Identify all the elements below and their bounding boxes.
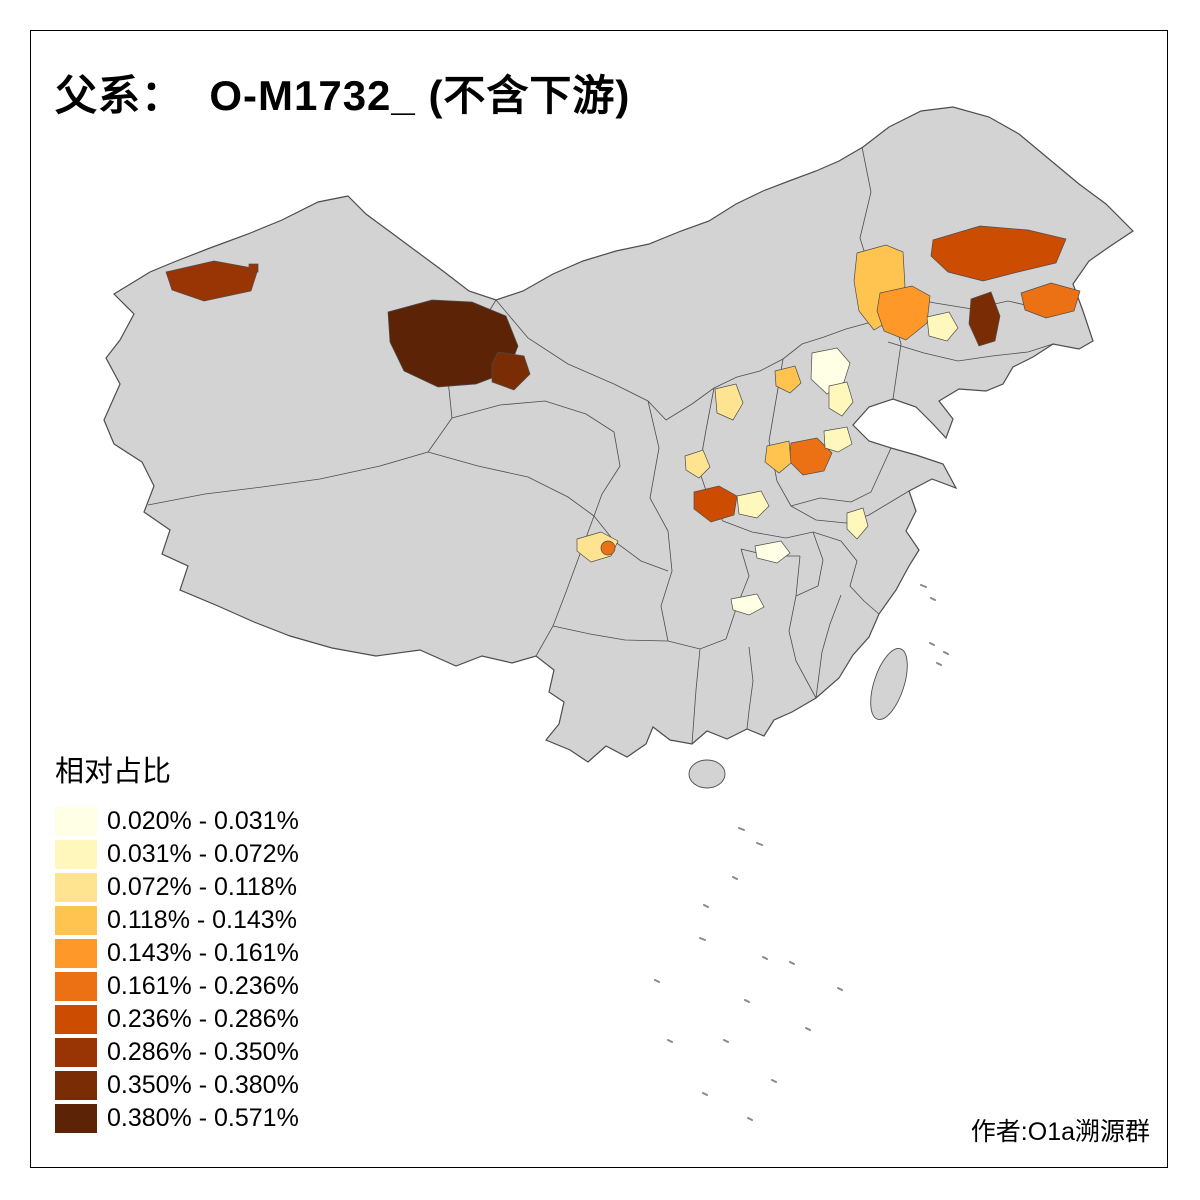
legend-swatch <box>55 938 97 968</box>
legend-label: 0.020% - 0.031% <box>107 807 299 835</box>
legend-swatch <box>55 1070 97 1100</box>
sea-islands <box>654 584 949 1121</box>
legend-label: 0.118% - 0.143% <box>107 906 297 934</box>
map-region <box>968 291 1001 347</box>
legend-swatch <box>55 839 97 869</box>
map-region <box>764 440 792 474</box>
map-region <box>1020 282 1081 319</box>
legend-row: 0.236% - 0.286% <box>55 1004 299 1034</box>
hainan-island <box>688 759 726 789</box>
map-region <box>684 449 711 479</box>
legend-label: 0.286% - 0.350% <box>107 1038 299 1066</box>
legend-row: 0.118% - 0.143% <box>55 905 299 935</box>
map-region <box>823 426 853 453</box>
map-region <box>693 485 738 523</box>
legend-label: 0.143% - 0.161% <box>107 939 299 967</box>
map-region <box>930 225 1067 282</box>
map-region <box>491 351 531 391</box>
page-title: 父系： O-M1732_ (不含下游) <box>55 72 631 119</box>
legend-label: 0.031% - 0.072% <box>107 840 299 868</box>
map-outline <box>103 106 1134 763</box>
credit-text: 作者:O1a溯源群 <box>970 1118 1150 1146</box>
legend-row: 0.143% - 0.161% <box>55 938 299 968</box>
taiwan-island <box>870 648 908 720</box>
legend-row: 0.350% - 0.380% <box>55 1070 299 1100</box>
map-region <box>248 263 259 273</box>
legend-label: 0.380% - 0.571% <box>107 1104 299 1132</box>
legend-row: 0.031% - 0.072% <box>55 839 299 869</box>
legend-row: 0.380% - 0.571% <box>55 1103 299 1133</box>
legend-swatch <box>55 905 97 935</box>
legend-row: 0.161% - 0.236% <box>55 971 299 1001</box>
legend-swatch <box>55 872 97 902</box>
map-region <box>730 593 765 616</box>
legend-label: 0.072% - 0.118% <box>107 873 297 901</box>
legend-row: 0.072% - 0.118% <box>55 872 299 902</box>
map-region <box>774 365 802 394</box>
legend-swatch <box>55 1103 97 1133</box>
legend-title: 相对占比 <box>55 756 172 788</box>
map-region <box>810 347 851 395</box>
legend-label: 0.350% - 0.380% <box>107 1071 299 1099</box>
legend-swatch <box>55 971 97 1001</box>
map-region <box>876 285 931 341</box>
legend-row: 0.286% - 0.350% <box>55 1037 299 1067</box>
legend-row: 0.020% - 0.031% <box>55 806 299 836</box>
province-borders <box>147 146 1074 745</box>
map-region <box>165 260 259 302</box>
legend-swatch <box>55 1037 97 1067</box>
map-region <box>714 383 744 421</box>
legend: 相对占比 0.020% - 0.031% 0.031% - 0.072% 0.0… <box>55 748 299 1136</box>
legend-swatch <box>55 806 97 836</box>
map-region <box>846 507 869 540</box>
legend-label: 0.236% - 0.286% <box>107 1005 299 1033</box>
legend-label: 0.161% - 0.236% <box>107 972 299 1000</box>
map-region <box>736 490 770 519</box>
map-region <box>600 540 616 556</box>
map-region <box>926 311 959 342</box>
legend-swatch <box>55 1004 97 1034</box>
map-region <box>828 381 854 417</box>
map-region <box>754 540 791 564</box>
